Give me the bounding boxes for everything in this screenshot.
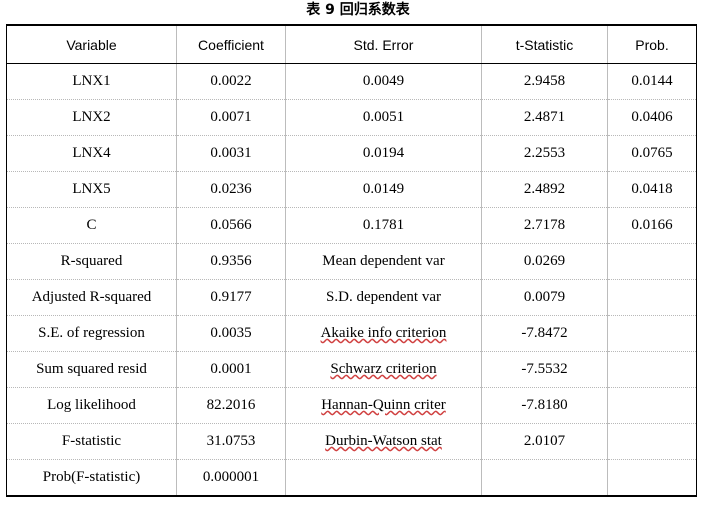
variable-cell: C — [6, 207, 177, 244]
header-prob: Prob. — [607, 24, 697, 64]
coef-row-c: C 0.0566 0.1781 2.7178 0.0166 — [6, 207, 697, 244]
regression-table: Variable Coefficient Std. Error t-Statis… — [6, 24, 697, 497]
stat-value: 0.0001 — [176, 351, 286, 388]
coef-row-lnx2: LNX2 0.0071 0.0051 2.4871 0.0406 — [6, 99, 697, 136]
stat-value: 0.0035 — [176, 315, 286, 352]
empty-cell — [607, 387, 697, 424]
stat-label: Adjusted R-squared — [6, 279, 177, 316]
stat-row-f-statistic: F-statistic 31.0753 Durbin-Watson stat 2… — [6, 423, 697, 460]
header-coefficient: Coefficient — [176, 24, 286, 64]
stat-value: 82.2016 — [176, 387, 286, 424]
stat-label-2: Akaike info criterion — [285, 315, 482, 352]
stat-label-2: Durbin-Watson stat — [285, 423, 482, 460]
stat-label-2-text: Schwarz criterion — [330, 361, 437, 377]
stat-label-2: Hannan-Quinn criter — [285, 387, 482, 424]
stat-value-2: 0.0079 — [481, 279, 608, 316]
coefficient-cell: 0.0031 — [176, 135, 286, 172]
stat-label: S.E. of regression — [6, 315, 177, 352]
stat-label-2: Mean dependent var — [285, 243, 482, 280]
header-row: Variable Coefficient Std. Error t-Statis… — [6, 24, 697, 64]
empty-cell — [607, 279, 697, 316]
stat-label-text: Sum squared resid — [36, 361, 147, 377]
std-error-cell: 0.0049 — [285, 63, 482, 100]
stat-label-2-text: Hannan-Quinn criter — [321, 397, 446, 413]
coefficient-cell: 0.0022 — [176, 63, 286, 100]
stat-value: 0.9177 — [176, 279, 286, 316]
variable-cell: LNX1 — [6, 63, 177, 100]
stat-label-2: S.D. dependent var — [285, 279, 482, 316]
empty-cell — [607, 243, 697, 280]
coefficient-cell: 0.0071 — [176, 99, 286, 136]
empty-cell — [285, 459, 482, 497]
stat-label: Log likelihood — [6, 387, 177, 424]
stat-row-prob-f: Prob(F-statistic) 0.000001 — [6, 459, 697, 497]
stat-row-r-squared: R-squared 0.9356 Mean dependent var 0.02… — [6, 243, 697, 280]
prob-cell: 0.0418 — [607, 171, 697, 208]
stat-label-2-text: Durbin-Watson stat — [325, 433, 442, 449]
t-stat-cell: 2.2553 — [481, 135, 608, 172]
table-title: 表 9 回归系数表 — [306, 2, 410, 18]
t-stat-cell: 2.4892 — [481, 171, 608, 208]
stat-label: R-squared — [6, 243, 177, 280]
coef-row-lnx1: LNX1 0.0022 0.0049 2.9458 0.0144 — [6, 63, 697, 100]
std-error-cell: 0.0051 — [285, 99, 482, 136]
header-t-statistic: t-Statistic — [481, 24, 608, 64]
stat-value: 0.000001 — [176, 459, 286, 497]
stat-value: 31.0753 — [176, 423, 286, 460]
stat-row-sum-squared-resid: Sum squared resid 0.0001 Schwarz criteri… — [6, 351, 697, 388]
stat-row-adjusted-r-squared: Adjusted R-squared 0.9177 S.D. dependent… — [6, 279, 697, 316]
stat-row-log-likelihood: Log likelihood 82.2016 Hannan-Quinn crit… — [6, 387, 697, 424]
prob-cell: 0.0765 — [607, 135, 697, 172]
std-error-cell: 0.1781 — [285, 207, 482, 244]
stat-label: Prob(F-statistic) — [6, 459, 177, 497]
prob-cell: 0.0166 — [607, 207, 697, 244]
t-stat-cell: 2.9458 — [481, 63, 608, 100]
t-stat-cell: 2.4871 — [481, 99, 608, 136]
variable-cell: LNX5 — [6, 171, 177, 208]
t-stat-cell: 2.7178 — [481, 207, 608, 244]
stat-value-2: 0.0269 — [481, 243, 608, 280]
stat-label: F-statistic — [6, 423, 177, 460]
header-variable: Variable — [6, 24, 177, 64]
stat-value-2: -7.5532 — [481, 351, 608, 388]
header-std-error: Std. Error — [285, 24, 482, 64]
empty-cell — [607, 351, 697, 388]
variable-cell: LNX2 — [6, 99, 177, 136]
empty-cell — [481, 459, 608, 497]
stat-value: 0.9356 — [176, 243, 286, 280]
variable-cell: LNX4 — [6, 135, 177, 172]
prob-cell: 0.0144 — [607, 63, 697, 100]
prob-cell: 0.0406 — [607, 99, 697, 136]
empty-cell — [607, 315, 697, 352]
stat-value-2: -7.8180 — [481, 387, 608, 424]
std-error-cell: 0.0149 — [285, 171, 482, 208]
stat-label-2: Schwarz criterion — [285, 351, 482, 388]
empty-cell — [607, 459, 697, 497]
stat-label: Sum squared resid — [6, 351, 177, 388]
stat-value-2: 2.0107 — [481, 423, 608, 460]
stat-value-2: -7.8472 — [481, 315, 608, 352]
coefficient-cell: 0.0566 — [176, 207, 286, 244]
coef-row-lnx4: LNX4 0.0031 0.0194 2.2553 0.0765 — [6, 135, 697, 172]
stat-label-2-text: Akaike info criterion — [320, 325, 447, 341]
empty-cell — [607, 423, 697, 460]
stat-row-se-regression: S.E. of regression 0.0035 Akaike info cr… — [6, 315, 697, 352]
coefficient-cell: 0.0236 — [176, 171, 286, 208]
std-error-cell: 0.0194 — [285, 135, 482, 172]
coef-row-lnx5: LNX5 0.0236 0.0149 2.4892 0.0418 — [6, 171, 697, 208]
